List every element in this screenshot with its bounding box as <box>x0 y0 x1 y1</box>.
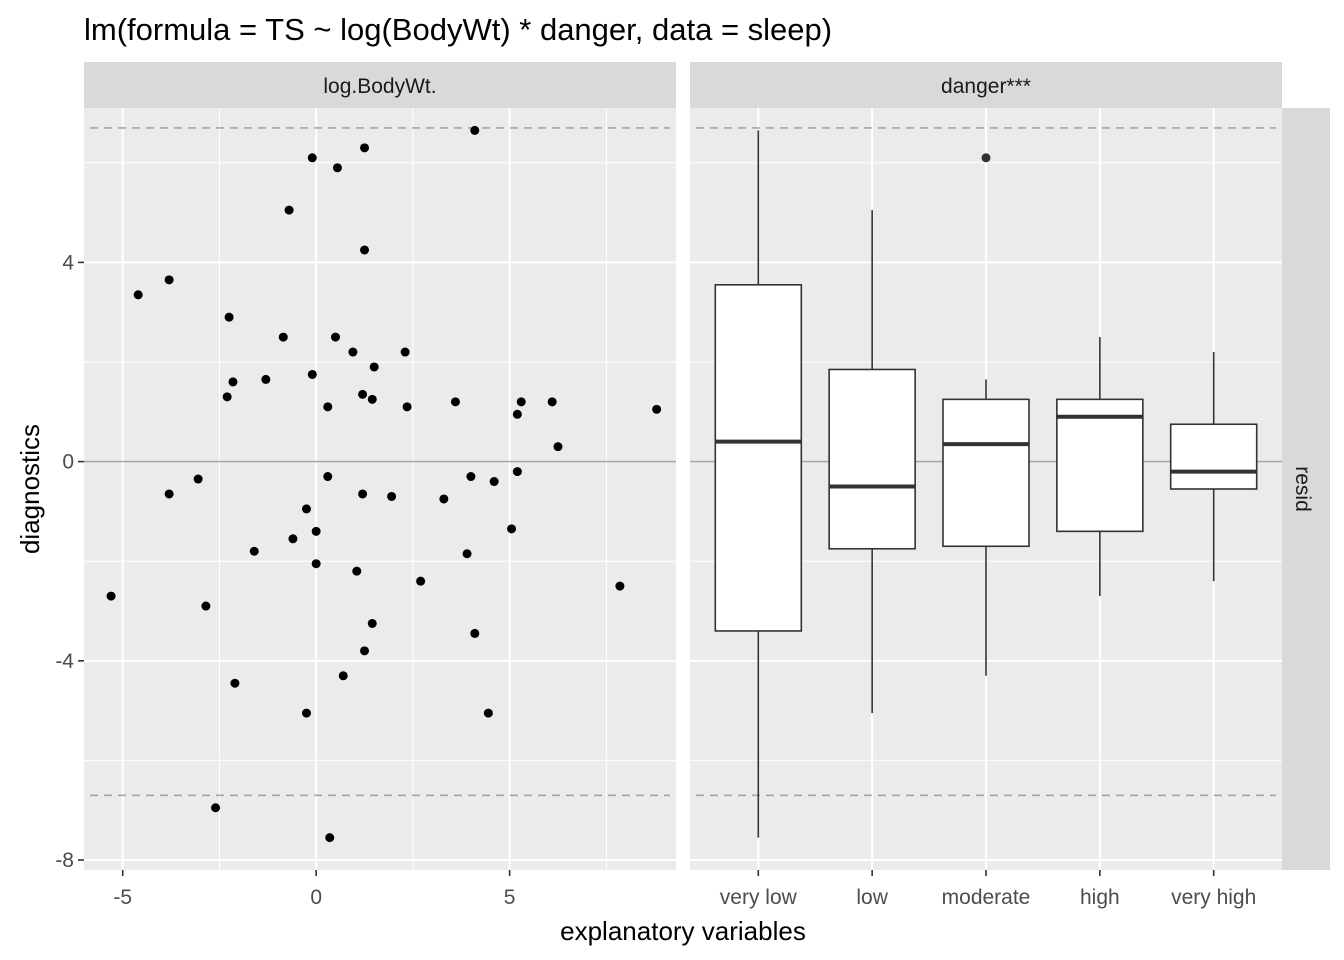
residual-point <box>466 472 476 482</box>
x-tick-label: 5 <box>504 886 516 909</box>
boxplot-box <box>942 398 1030 548</box>
residual-point <box>224 312 234 322</box>
scatter-points <box>106 125 662 843</box>
y-tick-label: -4 <box>55 650 74 673</box>
residual-point <box>133 290 143 300</box>
strip-right <box>690 62 1282 108</box>
residual-point <box>470 125 480 135</box>
residual-point <box>402 402 412 412</box>
residual-point <box>278 332 288 342</box>
residual-point <box>352 566 362 576</box>
residual-point <box>489 477 499 487</box>
residual-point <box>462 549 472 559</box>
y-tick-label: -8 <box>55 849 74 872</box>
residual-point <box>416 576 426 586</box>
boxplot-box <box>714 284 803 632</box>
residual-point <box>325 833 335 843</box>
residual-point <box>512 409 522 419</box>
boxplot-box <box>828 368 916 550</box>
residual-point <box>164 275 174 285</box>
residual-point <box>301 504 311 514</box>
residual-point <box>164 489 174 499</box>
residual-point <box>338 671 348 681</box>
residual-point <box>358 489 368 499</box>
residual-point <box>470 628 480 638</box>
residual-point <box>367 394 377 404</box>
residual-point <box>211 803 221 813</box>
residual-point <box>547 397 557 407</box>
residual-point <box>367 618 377 628</box>
residual-point <box>450 397 460 407</box>
residual-point <box>615 581 625 591</box>
x-axis-title: explanatory variables <box>560 916 806 946</box>
axes: -8 -4 0 4 -5 0 5 very low low moderate high very hi… <box>55 251 1256 909</box>
residual-point <box>301 708 311 718</box>
x-tick-label: 0 <box>310 886 322 909</box>
x-tick-label: high <box>1080 886 1120 909</box>
residual-point <box>512 467 522 477</box>
strip-row-label: resid <box>1291 466 1314 512</box>
residual-point <box>369 362 379 372</box>
residual-point <box>323 472 333 482</box>
x-tick-label: very low <box>720 886 798 909</box>
chart-title: lm(formula = TS ~ log(BodyWt) * danger, … <box>84 12 832 47</box>
strip-row <box>1282 108 1330 870</box>
residual-point <box>193 474 203 484</box>
residual-point <box>288 534 298 544</box>
residual-point <box>360 143 370 153</box>
residual-point <box>483 708 493 718</box>
strip-left <box>84 62 676 108</box>
x-tick-label: moderate <box>942 886 1031 909</box>
boxplot-box <box>1056 398 1144 533</box>
x-tick-label: low <box>856 886 888 909</box>
residual-point <box>222 392 232 402</box>
residual-point <box>332 163 342 173</box>
residual-point <box>307 369 317 379</box>
residual-point <box>516 397 526 407</box>
residual-point <box>311 526 321 536</box>
residual-point <box>284 205 294 215</box>
residual-point <box>307 153 317 163</box>
residual-point <box>230 678 240 688</box>
residual-point <box>261 374 271 384</box>
residual-point <box>228 377 238 387</box>
residual-point <box>249 546 259 556</box>
strip-left-label: log.BodyWt. <box>323 75 436 98</box>
residual-point <box>387 491 397 501</box>
residual-point <box>400 347 410 357</box>
residual-point <box>106 591 116 601</box>
residual-point <box>507 524 517 534</box>
residual-point <box>201 601 211 611</box>
residual-point <box>553 442 563 452</box>
y-tick-label: 0 <box>62 451 74 474</box>
residual-point <box>360 646 370 656</box>
residual-point <box>360 245 370 255</box>
strip-right-label: danger*** <box>941 75 1031 98</box>
residual-point <box>323 402 333 412</box>
residual-point <box>439 494 449 504</box>
x-tick-label: -5 <box>113 886 132 909</box>
boxplots <box>714 130 1258 838</box>
residual-point <box>311 559 321 569</box>
boxplot-box <box>1169 423 1258 490</box>
residual-point <box>652 404 662 414</box>
x-tick-label: very high <box>1171 886 1256 909</box>
residual-point <box>331 332 341 342</box>
panel-left-background <box>84 108 676 870</box>
residual-point <box>348 347 358 357</box>
boxplot-outlier <box>981 153 991 163</box>
residual-point <box>358 389 368 399</box>
y-tick-label: 4 <box>62 251 74 274</box>
y-axis-title: diagnostics <box>15 424 45 554</box>
